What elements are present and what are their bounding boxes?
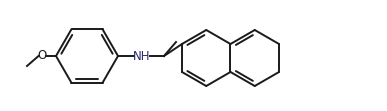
Text: O: O — [38, 50, 46, 62]
Text: NH: NH — [133, 50, 151, 62]
